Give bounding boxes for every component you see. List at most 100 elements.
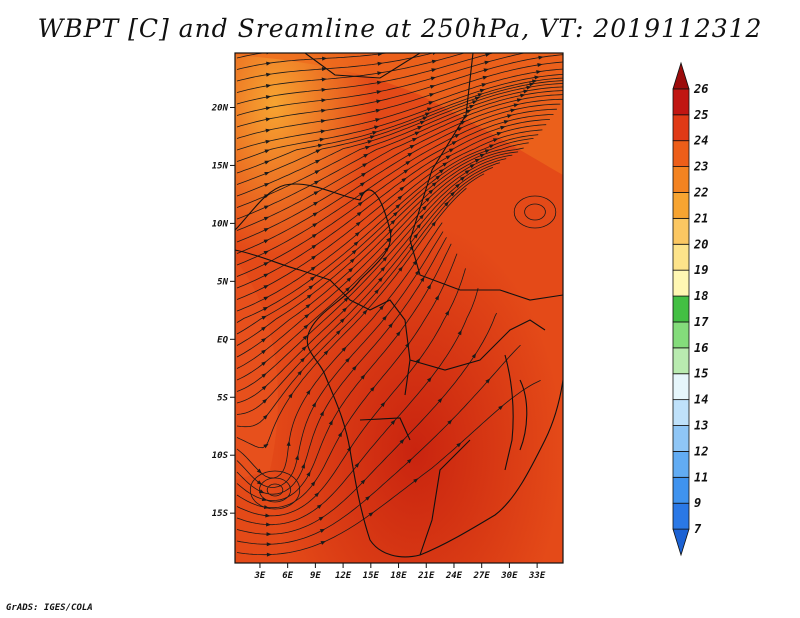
streamline	[236, 90, 563, 220]
streamline-arrow	[315, 159, 321, 164]
colorbar-swatch	[672, 502, 690, 530]
streamline-arrow	[375, 118, 381, 123]
streamline-arrow	[362, 309, 368, 315]
streamline-arrow	[411, 137, 418, 142]
streamline-arrow	[417, 126, 423, 130]
streamline-arrow	[439, 169, 445, 174]
streamline-arrow	[532, 79, 538, 84]
streamline-arrow	[355, 221, 361, 227]
streamline-arrow	[302, 335, 308, 341]
streamline-arrow	[266, 522, 272, 527]
colorbar-swatch	[672, 373, 690, 401]
colorbar: 7 9 11 12 13 14 15 16 17 18 19 20 21 22 23 24 25 26	[672, 61, 709, 557]
streamline-arrow	[305, 303, 311, 309]
streamline-eddy	[513, 195, 557, 229]
streamline-arrow	[315, 149, 321, 154]
streamline-arrow	[312, 212, 319, 217]
streamline-arrow	[360, 374, 366, 380]
streamline-arrow	[339, 318, 345, 323]
colorbar-label: 18	[694, 289, 708, 303]
colorbar-label: 15	[694, 367, 708, 381]
streamline-eddy	[524, 203, 546, 221]
map-panel	[234, 52, 564, 564]
streamline	[236, 119, 550, 289]
streamline-arrow	[323, 350, 329, 356]
streamline-arrow	[301, 346, 307, 351]
colorbar-swatch	[672, 192, 690, 219]
streamline-arrow	[335, 329, 341, 335]
streamline-arrow	[361, 172, 367, 177]
streamline-arrow	[395, 203, 401, 209]
wbpt-band-north	[235, 53, 563, 175]
streamline-arrow	[313, 191, 319, 196]
streamline-arrow	[507, 114, 513, 119]
streamline-arrow	[456, 442, 462, 448]
streamline-arrow	[300, 357, 306, 363]
streamline-arrow	[398, 266, 403, 272]
grads-credit: GrADS: IGES/COLA	[6, 603, 93, 613]
streamline-arrow	[457, 127, 463, 132]
streamline-arrow	[265, 95, 272, 100]
streamline-arrow	[469, 104, 475, 109]
streamline-arrow	[367, 140, 373, 144]
streamline-arrow	[386, 237, 392, 243]
streamline-arrow	[500, 125, 506, 130]
streamline-arrow	[428, 189, 434, 195]
streamline-arrow	[351, 249, 357, 255]
streamline-arrow	[345, 357, 350, 363]
streamline-arrow	[536, 70, 542, 75]
streamline	[236, 154, 513, 381]
streamline-arrow	[413, 233, 419, 239]
lon-tick-label: 6E	[282, 571, 293, 581]
streamline-arrow	[431, 68, 437, 73]
colorbar-swatch	[672, 321, 690, 349]
streamline-arrow	[314, 180, 320, 185]
streamline-arrow	[264, 171, 270, 176]
streamline	[236, 61, 563, 139]
streamline-arrow	[303, 324, 309, 330]
streamline-arrow	[375, 108, 382, 113]
streamline	[236, 173, 485, 428]
streamline-arrow	[306, 294, 313, 299]
streamline-arrow	[471, 353, 477, 359]
streamline	[236, 134, 539, 323]
streamline-arrow	[484, 149, 491, 154]
streamline-arrow	[419, 214, 425, 220]
lat-tick-label: 15N	[212, 161, 229, 171]
streamline-arrow	[415, 269, 420, 276]
colorbar-label: 24	[693, 134, 708, 148]
streamline-arrow	[362, 163, 368, 168]
wbpt-band-west	[235, 260, 278, 480]
streamline-arrow	[444, 201, 449, 207]
streamline-arrow	[266, 72, 272, 77]
streamline-arrow	[321, 77, 327, 82]
streamline-arrow	[485, 378, 491, 384]
streamline-arrow	[455, 183, 461, 189]
streamline-arrow	[265, 513, 271, 518]
colorbar-swatch	[672, 295, 690, 323]
streamline	[236, 167, 494, 415]
streamline-arrow	[426, 107, 433, 112]
streamline-arrow	[321, 98, 327, 103]
streamline	[236, 108, 557, 266]
streamline-arrow	[538, 55, 544, 60]
streamline	[236, 138, 534, 335]
lat-tick-label: 15S	[212, 509, 229, 519]
streamline-arrow	[464, 169, 471, 175]
colorbar-label: 9	[694, 496, 701, 510]
streamline-arrow	[356, 211, 362, 217]
streamline-arrow	[429, 84, 436, 89]
coastlines	[235, 53, 563, 558]
streamline-arrow	[288, 392, 293, 399]
streamline-arrow	[377, 71, 383, 76]
streamline-arrow	[312, 222, 318, 228]
colorbar-label: 21	[693, 211, 708, 225]
streamline	[236, 129, 543, 312]
lon-tick-label: 15E	[363, 571, 380, 581]
streamline-arrow	[295, 454, 299, 461]
streamline-arrow	[503, 120, 510, 124]
streamline-arrow	[320, 129, 326, 134]
colorbar-label: 16	[694, 341, 708, 355]
streamline-arrow	[377, 53, 383, 57]
